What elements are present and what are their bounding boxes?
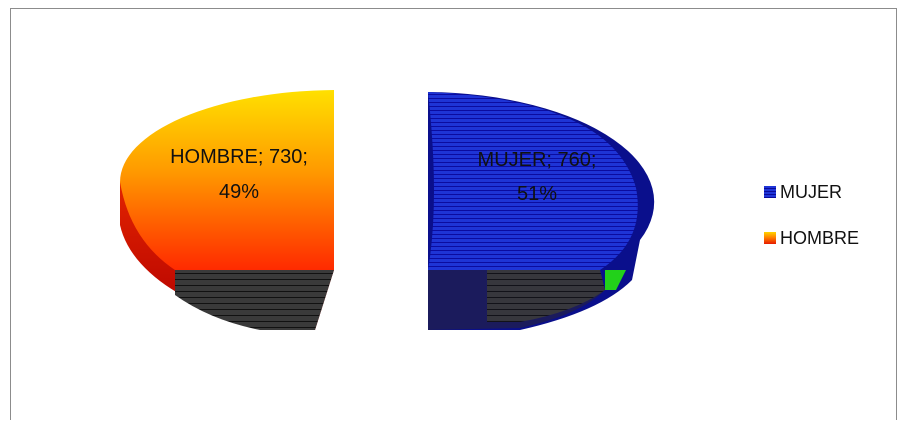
legend-label-hombre: HOMBRE [780, 227, 860, 248]
slice-label-hombre-line2: 49% [219, 181, 259, 203]
slice-label-mujer-line2: 51% [517, 183, 557, 205]
slice-mujer [428, 92, 655, 330]
slice-hombre [120, 90, 334, 330]
slice-label-mujer-line1: MUJER; 760; [478, 149, 597, 171]
legend-item-hombre: HOMBRE [764, 226, 894, 250]
legend-item-mujer: MUJER [764, 180, 894, 204]
slice-label-hombre-line1: HOMBRE; 730; [170, 146, 308, 168]
legend-swatch-mujer [764, 186, 776, 198]
legend-swatch-hombre [764, 232, 776, 244]
legend-label-mujer: MUJER [780, 181, 842, 202]
chart-legend: MUJER HOMBRE [764, 180, 894, 272]
